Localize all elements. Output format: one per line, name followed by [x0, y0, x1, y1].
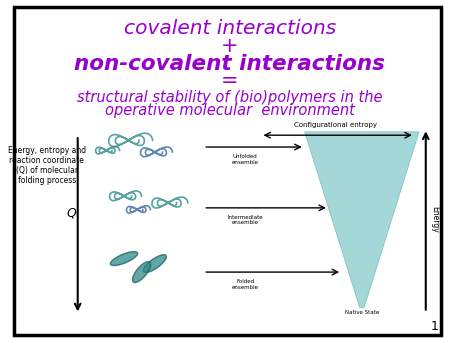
Text: +: + [221, 35, 238, 56]
Text: Native State: Native State [345, 310, 379, 315]
Text: Energy, entropy and: Energy, entropy and [8, 146, 86, 155]
Ellipse shape [133, 262, 151, 283]
Text: operative molecular  environment: operative molecular environment [105, 103, 355, 118]
Ellipse shape [143, 255, 166, 272]
Text: Unfolded
ensemble: Unfolded ensemble [232, 154, 259, 165]
Ellipse shape [110, 251, 138, 266]
Text: =: = [221, 71, 238, 91]
Polygon shape [305, 132, 419, 308]
Text: Q: Q [66, 207, 76, 219]
Text: structural stability of (bio)polymers in the: structural stability of (bio)polymers in… [77, 90, 382, 105]
Text: folding process: folding process [18, 176, 76, 185]
Text: 1: 1 [431, 320, 439, 333]
Text: (Q) of molecular: (Q) of molecular [16, 166, 78, 175]
Text: Intermediate
ensemble: Intermediate ensemble [227, 215, 263, 225]
Text: non-covalent interactions: non-covalent interactions [74, 54, 385, 74]
Text: covalent interactions: covalent interactions [124, 19, 336, 38]
Text: reaction coordinate: reaction coordinate [9, 156, 84, 165]
Text: Configurational entropy: Configurational entropy [294, 122, 377, 128]
Text: Folded
ensemble: Folded ensemble [232, 279, 259, 290]
Text: Energy: Energy [430, 206, 439, 233]
